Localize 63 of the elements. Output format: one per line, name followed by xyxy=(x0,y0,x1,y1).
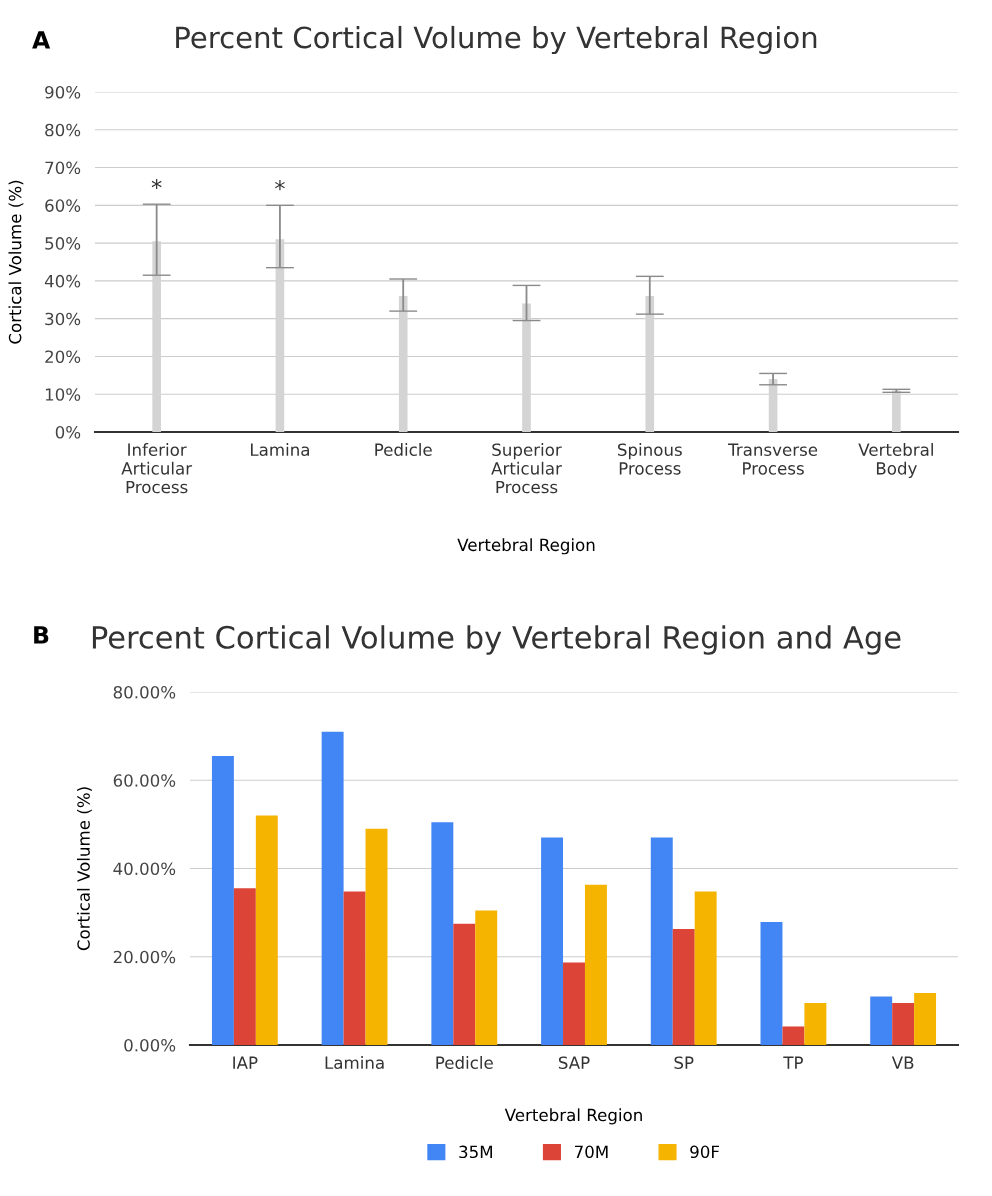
bar xyxy=(453,923,476,1045)
y-tick-label: 40% xyxy=(44,274,81,288)
x-tick-label: Spinous Process xyxy=(617,443,682,475)
bar xyxy=(782,1026,805,1045)
bar xyxy=(650,837,673,1045)
bar xyxy=(584,884,607,1045)
y-tick-label: 0% xyxy=(55,425,81,439)
bar xyxy=(431,822,454,1045)
x-tick-label: VB xyxy=(891,1056,914,1069)
x-tick-label: SP xyxy=(674,1056,694,1070)
legend-label: 35M xyxy=(459,1145,492,1159)
y-tick-label: 40.00% xyxy=(113,862,176,876)
y-tick-label: 0.00% xyxy=(124,1038,176,1052)
bar xyxy=(694,891,717,1045)
bar xyxy=(343,891,366,1045)
bar xyxy=(365,828,388,1045)
x-axis-title: Vertebral Region xyxy=(457,538,595,555)
bar xyxy=(563,962,585,1045)
y-tick-label: 80.00% xyxy=(113,685,176,699)
bar xyxy=(321,731,344,1045)
y-tick-label: 30% xyxy=(45,312,81,326)
y-tick-label: 60% xyxy=(45,199,81,212)
bar xyxy=(233,888,256,1045)
bar xyxy=(760,921,783,1045)
bar xyxy=(870,996,893,1045)
x-tick-label: Superior Articular Process xyxy=(491,443,562,494)
x-tick-label: Vertebral Body xyxy=(858,443,933,478)
bar xyxy=(914,992,937,1045)
chart-title: Percent Cortical Volume by Vertebral Region and Age xyxy=(92,625,901,655)
bar xyxy=(475,910,498,1045)
x-tick-label: SAP xyxy=(558,1056,590,1070)
annotation: * xyxy=(151,178,162,190)
text: B xyxy=(34,626,49,644)
x-tick-label: IAP xyxy=(233,1056,258,1069)
y-tick-label: 10% xyxy=(45,388,81,401)
y-tick-label: 80% xyxy=(45,123,81,137)
x-tick-label: Inferior Articular Process xyxy=(121,443,193,494)
x-tick-label: Lamina xyxy=(250,443,309,457)
bar xyxy=(672,928,695,1045)
x-tick-label: Pedicle xyxy=(436,1056,493,1070)
y-tick-label: 60.00% xyxy=(113,774,176,787)
bar xyxy=(541,837,564,1045)
chart-title: Percent Cortical Volume by Vertebral Region xyxy=(176,25,817,55)
bar xyxy=(804,1003,827,1045)
bar xyxy=(211,755,234,1045)
y-axis-title: Cortical Volume (%) xyxy=(8,180,24,344)
legend-label: 90F xyxy=(690,1145,720,1159)
x-tick-label: Lamina xyxy=(325,1056,384,1070)
annotation: * xyxy=(275,180,285,191)
y-tick-label: 20.00% xyxy=(113,950,176,964)
legend-label: 70M xyxy=(574,1145,608,1159)
x-tick-label: Pedicle xyxy=(375,443,432,457)
y-tick-label: 90% xyxy=(45,85,81,99)
y-axis-title: Cortical Volume (%) xyxy=(76,787,92,951)
y-tick-label: 70% xyxy=(45,161,81,175)
y-tick-label: 50% xyxy=(45,237,81,250)
y-tick-label: 20% xyxy=(45,350,81,364)
text: A xyxy=(32,31,51,49)
bar xyxy=(255,815,278,1045)
x-tick-label: TP xyxy=(783,1056,803,1069)
x-tick-label: Transverse Process xyxy=(728,443,818,475)
x-axis-title: Vertebral Region xyxy=(504,1108,642,1125)
bar xyxy=(892,1003,915,1045)
